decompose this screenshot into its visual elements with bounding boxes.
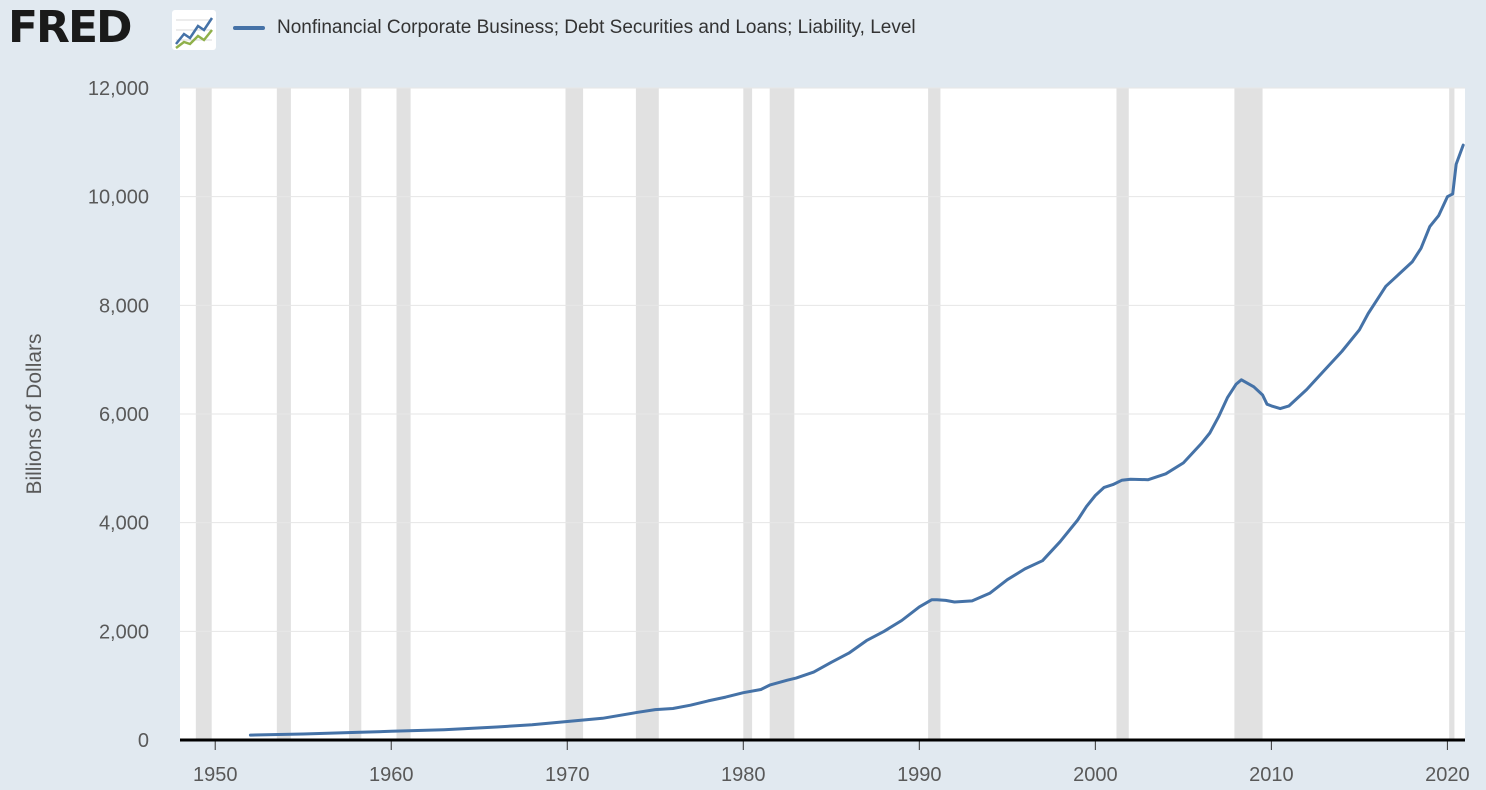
header: FRED Nonfinancial Corporate Business; De… [0,0,1486,60]
x-tick-label: 1950 [193,764,238,786]
x-tick-label: 1990 [897,764,942,786]
fred-chart-icon [172,10,216,50]
y-tick-label: 10,000 [88,187,149,209]
y-tick-label: 12,000 [88,78,149,100]
legend-series-label: Nonfinancial Corporate Business; Debt Se… [277,17,916,38]
x-tick-label: 1970 [545,764,590,786]
legend-swatch [233,26,265,30]
series-line[interactable] [248,143,1465,737]
y-tick-label: 0 [138,730,149,752]
y-axis-label: Billions of Dollars [23,333,46,494]
y-tick-label: 2,000 [99,621,149,643]
y-tick-label: 4,000 [99,513,149,535]
x-tick-label: 2000 [1073,764,1118,786]
logo-text: FRED [8,2,133,53]
x-tick-label: 2020 [1425,764,1470,786]
x-tick-label: 1960 [369,764,414,786]
x-tick-label: 1980 [721,764,766,786]
legend[interactable]: Nonfinancial Corporate Business; Debt Se… [233,14,916,42]
y-tick-label: 6,000 [99,404,149,426]
y-tick-label: 8,000 [99,295,149,317]
x-tick-label: 2010 [1249,764,1294,786]
